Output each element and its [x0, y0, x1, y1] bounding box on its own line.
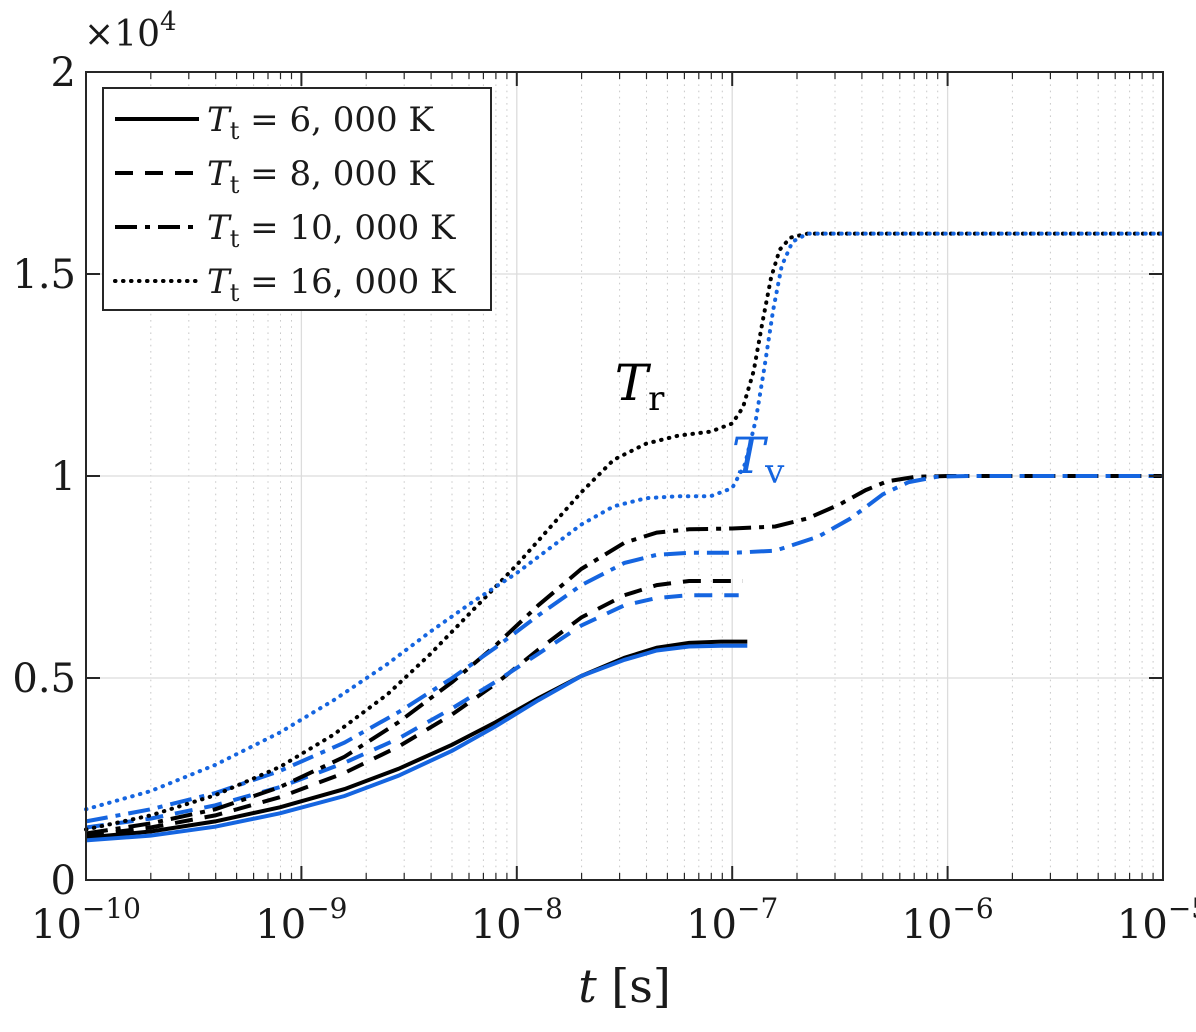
x-axis-label: t [s] — [578, 959, 671, 1013]
x-tick-label: 10−5 — [1117, 892, 1196, 948]
series-Tv-8000K — [85, 593, 739, 830]
legend-label: Tt = 16, 000 K — [207, 262, 456, 307]
x-tick-label: 10−9 — [255, 892, 347, 948]
x-tick-label: 10−7 — [686, 892, 778, 948]
annotation-r: Tr — [615, 354, 665, 419]
y-axis-multiplier: ×104 — [84, 7, 177, 55]
x-tick-labels: 10−10 10−9 10−8 10−7 10−6 10−5 — [31, 892, 1196, 948]
y-tick-label: 0 — [51, 858, 76, 904]
y-tick-label: 1 — [51, 454, 76, 500]
x-tick-label: 10−10 — [31, 892, 141, 948]
y-tick-labels: 0 0.5 1 1.5 2 — [12, 50, 76, 904]
annotation-v: Tv — [732, 427, 785, 492]
y-tick-label: 2 — [51, 50, 76, 96]
y-tick-label: 0.5 — [12, 656, 76, 702]
series-Tv-6000K — [85, 643, 748, 843]
series-group — [84, 231, 1165, 843]
legend-label: Tt = 6, 000 K — [207, 100, 434, 145]
legend-label: Tt = 10, 000 K — [207, 208, 456, 253]
series-Tv-10000K — [85, 474, 1163, 824]
y-tick-label: 1.5 — [12, 252, 76, 298]
legend-label: Tt = 8, 000 K — [207, 154, 434, 199]
series-Tr-6000K — [85, 639, 748, 840]
series-Tr-16000K — [84, 231, 1165, 832]
legend-box — [102, 87, 492, 311]
legend: Tt = 6, 000 K Tt = 8, 000 K Tt = 10, 000 K… — [102, 87, 492, 311]
x-tick-label: 10−6 — [902, 892, 994, 948]
x-tick-label: 10−8 — [471, 892, 563, 948]
axis-box — [85, 71, 1164, 881]
series-Tr-10000K — [85, 474, 1163, 836]
